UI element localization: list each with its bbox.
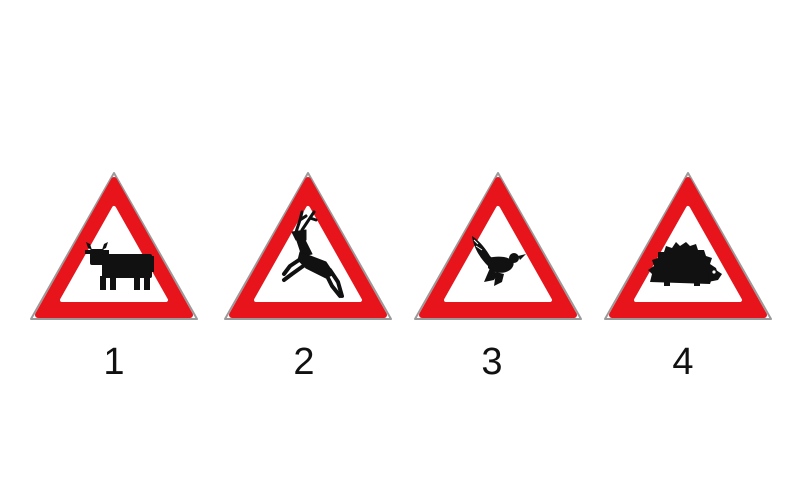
warning-sign-3	[412, 170, 584, 322]
sign-number-3: 3	[481, 341, 503, 383]
triangle-sign	[224, 172, 392, 320]
sign-number-4: 4	[672, 341, 694, 383]
cow-icon	[85, 242, 154, 290]
deer-icon	[282, 210, 344, 298]
triangle-sign	[414, 172, 582, 320]
triangle-sign	[604, 172, 772, 320]
warning-sign-2	[222, 170, 394, 322]
bird-icon	[472, 236, 526, 286]
warning-sign-4	[602, 170, 774, 322]
warning-sign-1	[28, 170, 200, 322]
sign-number-1: 1	[103, 341, 125, 383]
hedgehog-icon	[648, 242, 722, 286]
sign-number-2: 2	[293, 341, 315, 383]
triangle-sign	[30, 172, 198, 320]
